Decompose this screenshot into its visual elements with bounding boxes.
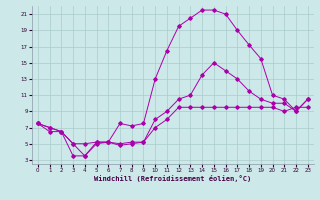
- X-axis label: Windchill (Refroidissement éolien,°C): Windchill (Refroidissement éolien,°C): [94, 175, 252, 182]
